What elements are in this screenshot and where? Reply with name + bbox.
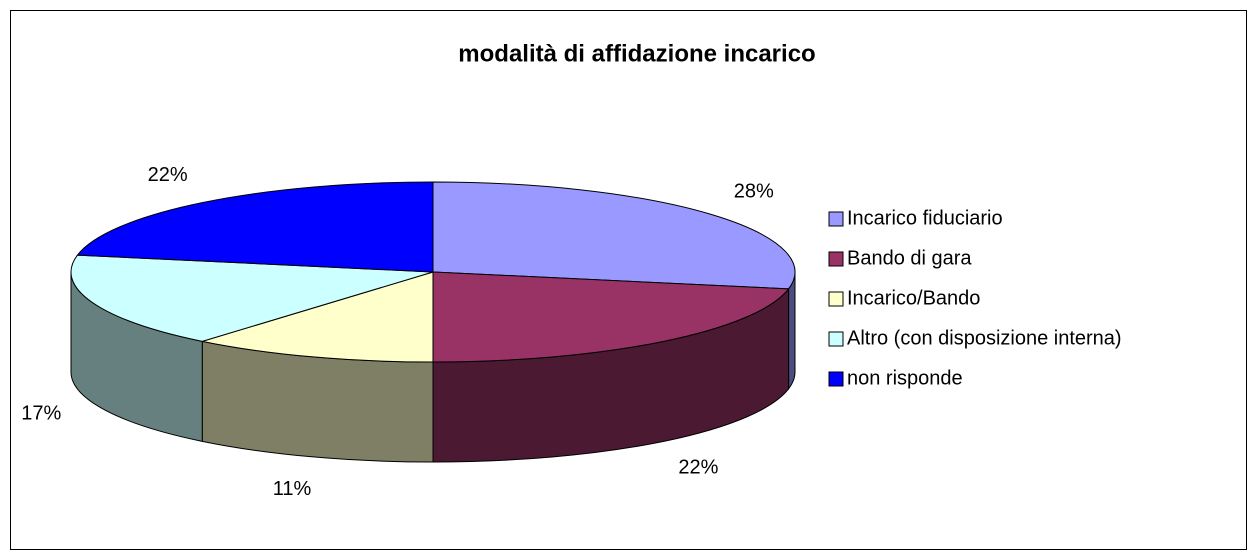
pie-side xyxy=(788,271,796,391)
legend-label: Incarico fiduciario xyxy=(847,207,1003,229)
pie-slice xyxy=(202,271,434,363)
legend-label: non risponde xyxy=(847,367,963,389)
data-label: 17% xyxy=(21,403,61,425)
legend-label: Incarico/Bando xyxy=(847,287,980,309)
pie-slice xyxy=(432,181,796,290)
legend-swatch xyxy=(828,331,844,347)
legend-label: Bando di gara xyxy=(847,247,972,269)
legend-swatch xyxy=(828,371,844,387)
data-label: 11% xyxy=(273,478,312,500)
data-label: 28% xyxy=(734,181,774,203)
pie-slice xyxy=(432,271,790,363)
chart-title: modalità di affidazione incarico xyxy=(458,40,815,67)
legend-swatch xyxy=(828,211,844,227)
legend-swatch xyxy=(828,251,844,267)
data-label: 22% xyxy=(678,457,718,479)
legend-swatch xyxy=(828,291,844,307)
pie-slice xyxy=(70,254,434,342)
legend-label: Altro (con disposizione interna) xyxy=(847,327,1122,349)
pie-slice xyxy=(76,181,434,273)
data-label: 22% xyxy=(148,164,188,186)
